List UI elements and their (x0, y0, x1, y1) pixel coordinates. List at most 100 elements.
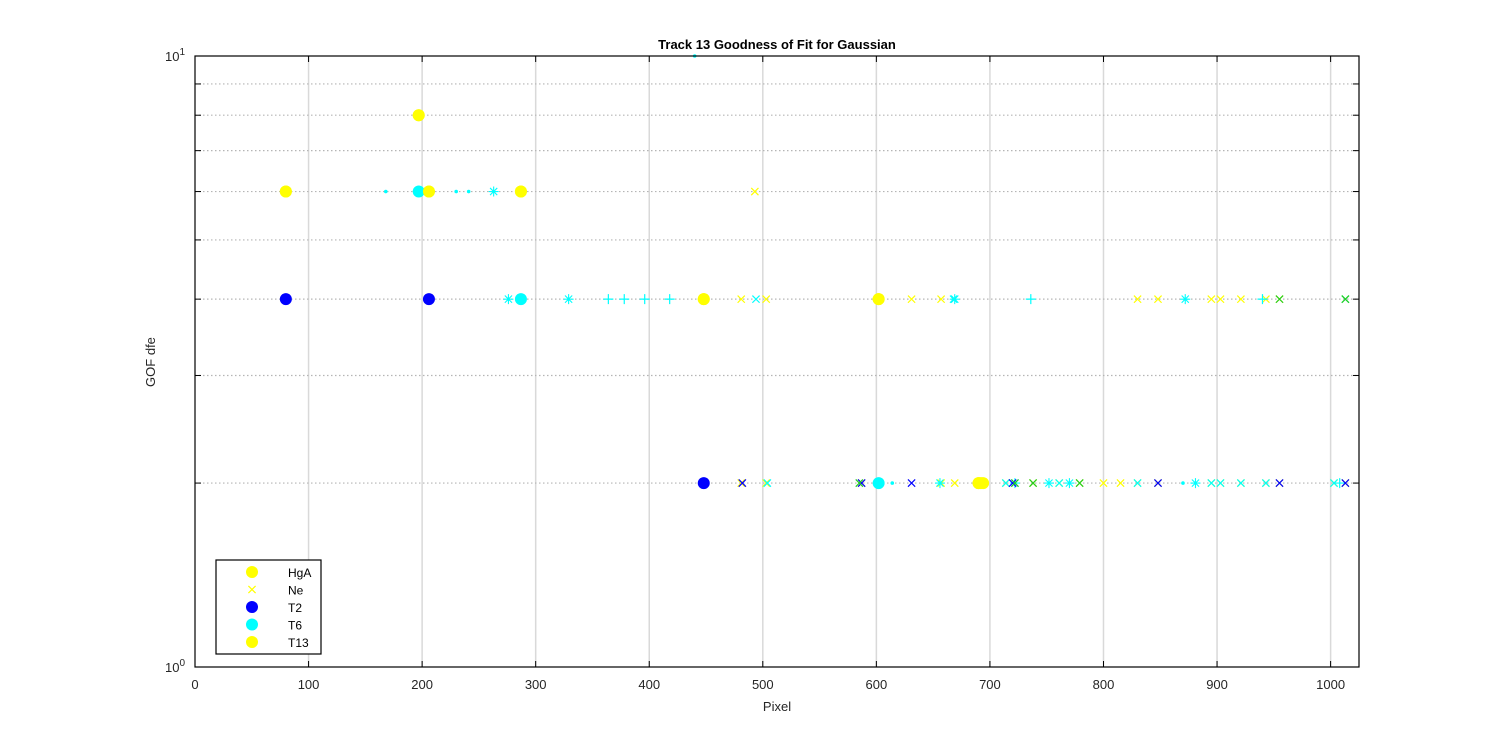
x-tick-label: 800 (1093, 677, 1115, 692)
point-x-marker (738, 479, 747, 488)
x-tick-label: 900 (1206, 677, 1228, 692)
point-star-marker (934, 478, 945, 489)
point-x-marker (1275, 479, 1284, 488)
legend-box (215, 559, 322, 655)
x-tick-label: 300 (525, 677, 547, 692)
ne-x-marker (737, 479, 746, 488)
ne-x-marker (1236, 295, 1245, 304)
point-x-marker (857, 479, 866, 488)
x-tick-label: 600 (866, 677, 888, 692)
point-star-marker (1064, 478, 1075, 489)
t2-circle-marker (697, 477, 710, 490)
legend-marker-ne (247, 585, 257, 594)
t6-circle-marker (872, 477, 885, 490)
point-x-marker (763, 479, 772, 488)
ne-x-marker (950, 479, 959, 488)
legend-label-hga: HgA (288, 566, 311, 580)
legend-label-t13: T13 (288, 636, 309, 650)
point-plus-marker (1025, 294, 1036, 305)
legend-marker-t2 (246, 601, 258, 613)
point-star-marker (1043, 478, 1054, 489)
point-x-marker (751, 295, 761, 304)
grid-layer (195, 56, 1359, 667)
legend-label-ne: Ne (288, 584, 304, 598)
ne-x-marker (750, 187, 759, 196)
point-x-marker (1153, 479, 1163, 488)
ne-x-marker (762, 295, 771, 304)
ne-x-marker (737, 295, 746, 304)
point-plus-marker (1257, 294, 1268, 305)
point-x-marker (1001, 479, 1010, 488)
ne-x-marker (937, 295, 946, 304)
axes-box (194, 55, 1360, 668)
x-tick-label: 200 (411, 677, 433, 692)
point-x-marker (855, 479, 864, 488)
point-plus-marker (639, 294, 650, 305)
point-x-marker (1075, 479, 1084, 488)
legend: HgA Ne T2 T6 T13 (215, 559, 322, 655)
x-tick-label: 100 (298, 677, 320, 692)
legend-marker-hga (246, 566, 258, 578)
point-star-marker (949, 294, 960, 305)
point-x-marker (949, 295, 958, 304)
ne-x-marker (1116, 479, 1125, 488)
point-x-marker (1055, 479, 1064, 488)
point-x-marker (1207, 479, 1216, 488)
x-tick-label: 0 (191, 677, 198, 692)
legend-entries: HgA Ne T2 T6 T13 (246, 566, 311, 650)
chart-title: Track 13 Goodness of Fit for Gaussian (658, 37, 896, 52)
point-star-marker (488, 186, 499, 197)
ne-x-marker (1099, 479, 1108, 488)
point-x-marker (1133, 479, 1142, 488)
ne-x-marker (1153, 295, 1163, 304)
point-x-marker (1236, 479, 1245, 488)
point-star-marker (503, 294, 514, 305)
t13-circle-marker (422, 185, 435, 198)
tick-layer: 0 100 200 300 400 500 600 700 800 900 1000 100 101 (165, 47, 1359, 692)
point-x-marker (1329, 479, 1339, 488)
point-dot-marker (454, 189, 458, 194)
t13-circle-marker (514, 185, 527, 198)
ne-x-marker (762, 479, 771, 488)
legend-label-t2: T2 (288, 601, 302, 615)
point-x-marker (907, 479, 916, 488)
t6-circle-marker (514, 293, 527, 306)
t13-circle-marker (697, 293, 710, 306)
point-x-marker (1010, 479, 1019, 488)
x-tick-label: 400 (638, 677, 660, 692)
point-x-marker (1029, 479, 1038, 488)
point-plus-marker (619, 294, 630, 305)
ne-x-marker (907, 295, 916, 304)
point-x-marker (1341, 479, 1350, 488)
point-dot-marker (383, 189, 388, 194)
ne-x-marker (1216, 295, 1225, 304)
point-dot-marker (890, 481, 895, 485)
plot-area (195, 56, 1359, 667)
legend-label-t6: T6 (288, 619, 302, 633)
legend-marker-t13 (246, 636, 258, 648)
y-tick-label: 101 (165, 47, 185, 64)
point-star-marker (563, 294, 574, 305)
x-tick-label: 700 (979, 677, 1001, 692)
point-star-marker (1190, 478, 1201, 489)
point-plus-marker (1334, 478, 1345, 489)
point-x-marker (1341, 295, 1350, 304)
t2-circle-marker (279, 293, 292, 306)
point-x-marker (1261, 479, 1270, 488)
t2-circle-marker (422, 293, 435, 306)
t6-circle-marker (412, 185, 425, 198)
ne-x-marker (1133, 295, 1142, 304)
t13-circle-marker (972, 477, 985, 490)
t13-circle-marker (279, 185, 292, 198)
point-x-marker (1216, 479, 1225, 488)
point-dot-marker (466, 189, 471, 194)
t13-circle-marker (412, 109, 425, 122)
point-star-marker (1180, 294, 1191, 305)
x-tick-label: 500 (752, 677, 774, 692)
point-dot-marker (1181, 481, 1185, 485)
legend-marker-t6 (246, 618, 258, 631)
point-plus-marker (603, 294, 614, 305)
point-x-marker (1008, 479, 1017, 488)
point-x-marker (1275, 295, 1284, 304)
